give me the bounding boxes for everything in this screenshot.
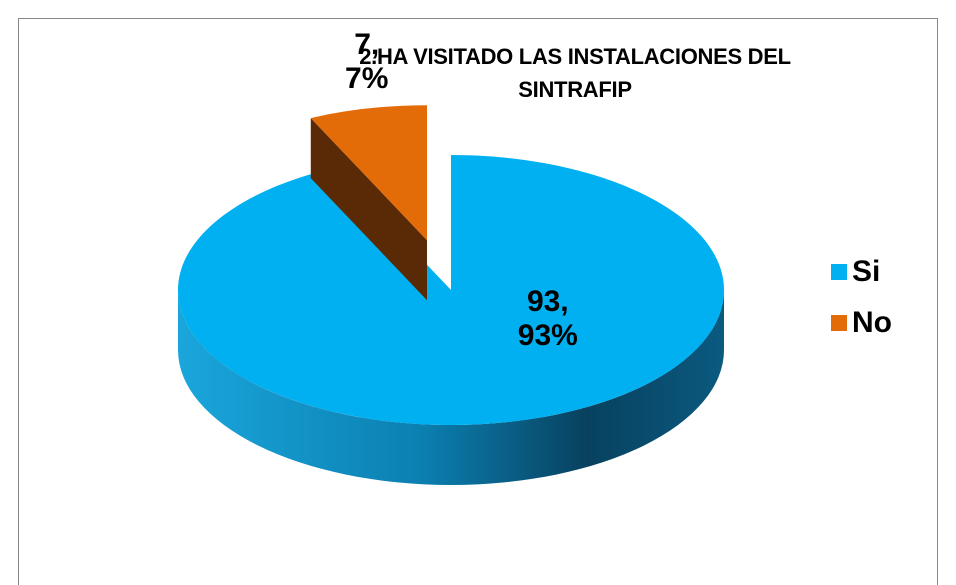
slice-cut-face [310,118,428,301]
legend-swatch [831,315,847,331]
legend-label: No [852,306,892,339]
data-label: 93, 93% [517,285,578,353]
legend-swatch [831,264,847,280]
chart-frame [18,18,938,585]
slice [177,155,724,426]
legend-label: Si [852,255,880,288]
slice-side [178,290,724,485]
data-label: 7, 7% [345,28,389,96]
chart-title: 2.HA VISITADO LAS INSTALACIONES DEL SINT… [359,44,791,102]
slice [310,105,428,241]
